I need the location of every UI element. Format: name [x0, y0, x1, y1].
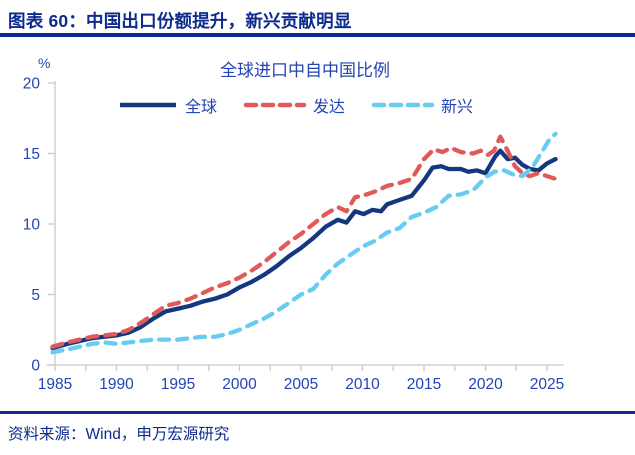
legend-item-developed: 发达 [243, 93, 345, 117]
svg-text:15: 15 [23, 146, 40, 163]
legend-line-dashed-icon [371, 102, 435, 108]
svg-text:20: 20 [23, 76, 41, 93]
chart-title: 全球进口中自中国比例 [220, 61, 390, 80]
legend-label-emerging: 新兴 [441, 99, 474, 116]
source-note: 资料来源：Wind，申万宏源研究 [8, 426, 230, 443]
svg-text:1990: 1990 [99, 376, 134, 393]
legend-label-global: 全球 [184, 99, 217, 116]
figure-header-title: 图表 60：中国出口份额提升，新兴贡献明显 [8, 11, 352, 31]
svg-text:2020: 2020 [468, 376, 503, 393]
svg-text:0: 0 [31, 358, 40, 375]
legend-item-emerging: 新兴 [371, 93, 473, 117]
svg-text:1995: 1995 [161, 376, 195, 393]
svg-text:1985: 1985 [38, 376, 72, 393]
footer-divider [0, 411, 635, 414]
chart-legend: 全球 发达 新兴 [0, 93, 590, 117]
svg-text:2010: 2010 [345, 376, 380, 393]
header-divider [0, 33, 635, 37]
svg-text:2015: 2015 [407, 376, 441, 393]
legend-label-developed: 发达 [312, 99, 345, 116]
legend-line-solid-icon [119, 102, 176, 108]
svg-text:2000: 2000 [222, 376, 257, 393]
legend-line-dashed-icon [243, 102, 307, 108]
legend-item-global: 全球 [117, 93, 217, 117]
svg-text:2005: 2005 [284, 376, 318, 393]
svg-text:5: 5 [31, 287, 40, 304]
svg-text:2025: 2025 [530, 376, 564, 393]
svg-text:10: 10 [23, 217, 41, 234]
svg-text:%: % [38, 55, 50, 71]
